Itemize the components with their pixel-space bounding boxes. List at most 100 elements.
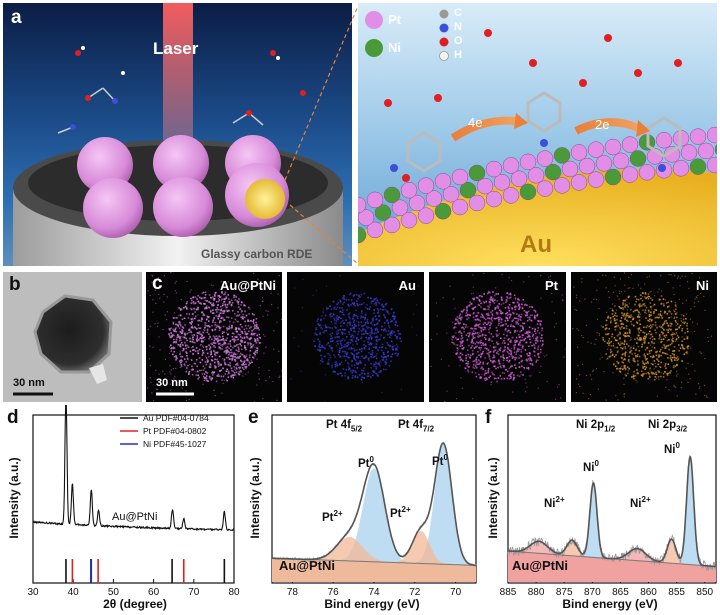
map-pixel — [382, 356, 384, 358]
map-pixel — [209, 366, 212, 369]
map-pixel — [481, 366, 483, 369]
map-pixel — [172, 347, 175, 350]
map-pixel — [171, 334, 173, 337]
map-pixel — [482, 363, 485, 365]
map-pixel — [231, 359, 233, 362]
map-pixel — [622, 302, 624, 304]
map-noise — [470, 293, 473, 295]
map-noise — [615, 394, 617, 397]
map-pixel — [214, 321, 217, 324]
map-pixel — [324, 314, 327, 317]
map-noise — [703, 295, 705, 298]
map-noise — [528, 276, 530, 278]
map-pixel — [627, 320, 629, 323]
map-noise — [682, 302, 684, 304]
map-pixel — [222, 293, 225, 296]
map-pixel — [366, 318, 369, 321]
map-noise — [149, 345, 151, 347]
map-pixel — [224, 293, 226, 295]
map-pixel — [528, 316, 531, 319]
map-pixel — [615, 322, 618, 324]
map-pixel — [479, 335, 481, 337]
map-pixel — [202, 337, 204, 339]
map-pixel — [348, 331, 350, 333]
e-plot-axis-tick-label: 78 — [287, 587, 299, 598]
map-pixel — [199, 302, 202, 304]
map-pixel — [642, 362, 645, 364]
map-pixel — [211, 324, 213, 327]
map-pixel — [191, 299, 193, 302]
map-noise — [679, 285, 681, 287]
map-pixel — [218, 329, 221, 332]
map-noise — [685, 367, 687, 369]
map-noise — [148, 358, 151, 360]
map-pixel — [205, 378, 208, 380]
map-pixel — [667, 324, 670, 327]
map-pixel — [180, 332, 183, 335]
map-pixel — [657, 360, 660, 363]
map-pixel — [362, 357, 364, 359]
map-noise — [268, 376, 271, 378]
map-pixel — [384, 360, 386, 363]
map-pixel — [364, 306, 367, 309]
map-pixel — [602, 337, 604, 339]
map-pixel — [611, 353, 614, 356]
f-plot-axis-tick-label: 860 — [640, 587, 657, 598]
map-pixel — [489, 301, 491, 304]
map-noise — [700, 293, 702, 295]
map-pixel — [208, 348, 211, 350]
map-pixel — [512, 356, 514, 358]
map-pixel — [628, 335, 631, 338]
map-pixel — [627, 335, 629, 337]
map-pixel — [348, 366, 350, 368]
map-noise — [264, 335, 266, 337]
map-pixel — [644, 309, 647, 312]
map-pixel — [239, 366, 242, 369]
map-noise — [228, 281, 230, 283]
map-pixel — [218, 294, 221, 297]
map-pixel — [511, 307, 514, 310]
map-pixel — [675, 357, 677, 359]
map-pixel — [359, 296, 361, 298]
map-noise — [381, 391, 383, 394]
map-noise — [530, 375, 532, 377]
map-pixel — [226, 329, 229, 331]
map-pixel — [670, 360, 673, 362]
map-pixel — [357, 351, 360, 354]
map-pixel — [630, 308, 632, 311]
map-pixel — [215, 326, 218, 329]
map-noise — [254, 346, 256, 348]
map-pixel — [214, 346, 217, 348]
map-pixel — [227, 294, 229, 296]
map-pixel — [609, 342, 611, 344]
map-pixel — [481, 314, 484, 317]
map-pixel — [198, 357, 201, 359]
map-noise — [680, 387, 682, 389]
map-pixel — [669, 322, 672, 325]
map-noise — [418, 285, 420, 287]
map-noise — [551, 293, 553, 295]
pt-atom — [527, 167, 545, 184]
map-pixel — [653, 311, 655, 313]
map-pixel — [201, 311, 204, 313]
map-pixel — [191, 334, 194, 337]
map-noise — [169, 371, 171, 373]
map-pixel — [239, 334, 241, 336]
map-pixel — [487, 322, 489, 325]
map-pixel — [208, 375, 211, 378]
map-pixel — [356, 303, 359, 305]
map-pixel — [378, 302, 381, 305]
map-pixel — [458, 315, 461, 317]
map-noise — [162, 328, 164, 331]
map-pixel — [187, 364, 189, 367]
map-pixel — [377, 339, 380, 341]
map-pixel — [229, 362, 231, 364]
e-peak-label-5-2: Pt 4f5/2 — [326, 419, 363, 434]
map-pixel — [490, 296, 492, 298]
map-pixel — [343, 339, 346, 341]
map-pixel — [171, 347, 173, 349]
map-pixel — [459, 356, 461, 358]
map-pixel — [506, 330, 509, 333]
map-pixel — [534, 311, 537, 313]
map-pixel — [494, 349, 497, 352]
